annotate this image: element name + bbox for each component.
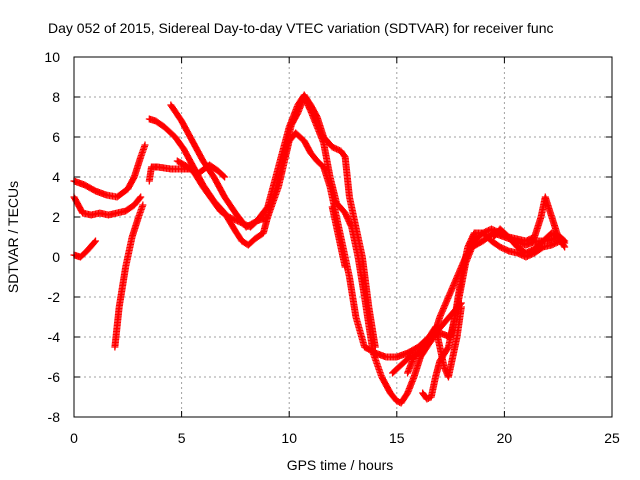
data-point	[457, 303, 465, 311]
x-tick-label: 5	[178, 430, 186, 446]
x-tick-label: 15	[389, 430, 405, 446]
data-point	[91, 238, 99, 246]
series-track-11	[404, 337, 435, 377]
y-tick-label: -8	[48, 409, 61, 425]
data-marks	[70, 91, 569, 407]
tick-labels: 0 5 10 15 20 25 -8 -6 -4 -2 0 2 4 6 8 10	[44, 49, 620, 446]
y-tick-label: -4	[48, 329, 61, 345]
series-track-12	[419, 229, 564, 403]
y-tick-label: 2	[52, 209, 60, 225]
series-track-13	[425, 303, 465, 381]
y-tick-label: -6	[48, 369, 61, 385]
y-tick-label: 6	[52, 129, 60, 145]
data-point	[141, 141, 149, 149]
series-track-4	[111, 201, 147, 351]
data-point	[561, 243, 569, 251]
data-point	[139, 201, 147, 209]
data-point	[220, 172, 228, 180]
series-track-2	[70, 193, 145, 219]
x-tick-label: 0	[70, 430, 78, 446]
series-track-6	[145, 93, 569, 407]
plot-frame	[73, 56, 613, 418]
series-track-9	[328, 203, 349, 271]
x-tick-label: 20	[497, 430, 513, 446]
y-tick-label: 4	[52, 169, 60, 185]
y-tick-label: 8	[52, 89, 60, 105]
data-point	[561, 237, 569, 245]
data-point	[137, 193, 145, 201]
data-point	[92, 237, 100, 245]
data-point	[560, 236, 568, 244]
data-point	[341, 263, 349, 271]
x-tick-label: 25	[604, 430, 620, 446]
series-track-14	[490, 225, 569, 257]
y-tick-label: -2	[48, 289, 61, 305]
series-track-1	[70, 141, 149, 201]
series-track-3	[70, 237, 100, 261]
chart-title: Day 052 of 2015, Sidereal Day-to-day VTE…	[48, 20, 554, 36]
data-point	[426, 338, 434, 346]
data-point	[136, 194, 144, 202]
series-track-8	[173, 157, 229, 181]
x-tick-label: 10	[281, 430, 297, 446]
y-tick-label: 10	[44, 49, 60, 65]
data-point	[427, 337, 435, 345]
data-point	[221, 173, 229, 181]
series-track-7	[167, 91, 379, 351]
x-axis-title: GPS time / hours	[287, 457, 394, 473]
y-tick-label: 0	[52, 249, 60, 265]
y-axis-title: SDTVAR / TECUs	[5, 181, 21, 293]
data-point	[371, 343, 379, 351]
